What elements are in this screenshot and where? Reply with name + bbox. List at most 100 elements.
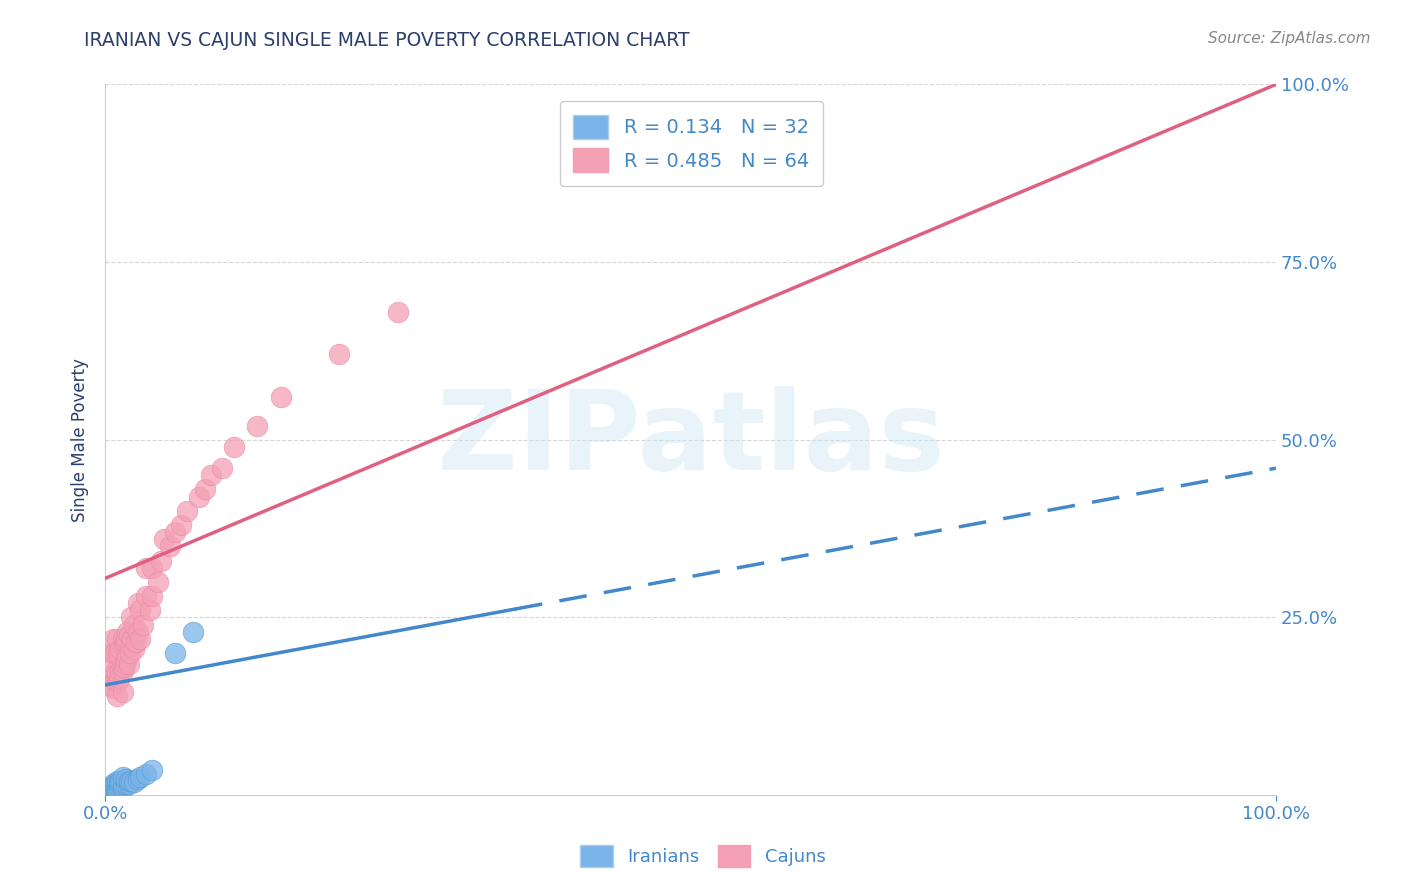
Point	[101, 646, 124, 660]
Point	[165, 646, 187, 660]
Point	[117, 657, 139, 671]
Y-axis label: Single Male Poverty: Single Male Poverty	[72, 358, 89, 522]
Point	[159, 539, 181, 553]
Point	[170, 518, 193, 533]
Point	[105, 689, 128, 703]
Point	[117, 624, 139, 639]
Point	[181, 624, 204, 639]
Point	[108, 649, 131, 664]
Point	[124, 642, 146, 657]
Point	[127, 624, 149, 639]
Point	[112, 660, 135, 674]
Point	[105, 777, 128, 791]
Point	[103, 632, 125, 646]
Point	[121, 632, 143, 646]
Point	[135, 560, 157, 574]
Point	[111, 685, 134, 699]
Point	[100, 784, 122, 798]
Point	[117, 777, 139, 791]
Point	[114, 635, 136, 649]
Point	[110, 664, 132, 678]
Point	[194, 483, 217, 497]
Point	[103, 777, 125, 791]
Point	[104, 664, 127, 678]
Point	[111, 780, 134, 795]
Point	[141, 763, 163, 777]
Point	[115, 777, 138, 791]
Point	[200, 468, 222, 483]
Point	[127, 596, 149, 610]
Legend: Iranians, Cajuns: Iranians, Cajuns	[574, 838, 832, 874]
Point	[100, 678, 122, 692]
Point	[246, 418, 269, 433]
Point	[222, 440, 245, 454]
Point	[141, 560, 163, 574]
Point	[105, 780, 128, 795]
Point	[103, 674, 125, 689]
Point	[131, 617, 153, 632]
Point	[108, 775, 131, 789]
Point	[124, 635, 146, 649]
Point	[110, 773, 132, 788]
Point	[103, 780, 125, 795]
Point	[211, 461, 233, 475]
Point	[141, 589, 163, 603]
Point	[124, 617, 146, 632]
Point	[120, 639, 142, 653]
Text: IRANIAN VS CAJUN SINGLE MALE POVERTY CORRELATION CHART: IRANIAN VS CAJUN SINGLE MALE POVERTY COR…	[84, 31, 690, 50]
Point	[103, 646, 125, 660]
Point	[152, 533, 174, 547]
Point	[328, 347, 350, 361]
Point	[118, 646, 141, 660]
Point	[176, 504, 198, 518]
Text: Source: ZipAtlas.com: Source: ZipAtlas.com	[1208, 31, 1371, 46]
Point	[115, 653, 138, 667]
Point	[165, 525, 187, 540]
Point	[117, 628, 139, 642]
Point	[110, 660, 132, 674]
Point	[124, 775, 146, 789]
Point	[187, 490, 209, 504]
Point	[129, 603, 152, 617]
Point	[114, 657, 136, 671]
Point	[112, 639, 135, 653]
Point	[129, 632, 152, 646]
Point	[103, 681, 125, 696]
Point	[108, 780, 131, 794]
Point	[270, 390, 292, 404]
Point	[117, 649, 139, 664]
Point	[111, 632, 134, 646]
Legend: R = 0.134   N = 32, R = 0.485   N = 64: R = 0.134 N = 32, R = 0.485 N = 64	[560, 102, 823, 186]
Point	[105, 632, 128, 646]
Point	[100, 780, 122, 795]
Point	[111, 770, 134, 784]
Point	[103, 777, 125, 791]
Text: ZIPatlas: ZIPatlas	[437, 386, 945, 493]
Point	[100, 782, 122, 797]
Point	[129, 770, 152, 784]
Point	[135, 766, 157, 780]
Point	[150, 553, 173, 567]
Point	[103, 780, 125, 795]
Point	[117, 773, 139, 788]
Point	[105, 773, 128, 788]
Point	[111, 664, 134, 678]
Point	[120, 773, 142, 788]
Point	[111, 777, 134, 791]
Point	[135, 589, 157, 603]
Point	[146, 574, 169, 589]
Point	[107, 646, 129, 660]
Point	[108, 671, 131, 685]
Point	[100, 660, 122, 674]
Point	[387, 305, 409, 319]
Point	[115, 632, 138, 646]
Point	[107, 674, 129, 689]
Point	[110, 642, 132, 657]
Point	[100, 780, 122, 794]
Point	[105, 667, 128, 681]
Point	[120, 610, 142, 624]
Point	[105, 784, 128, 798]
Point	[127, 772, 149, 787]
Point	[138, 603, 160, 617]
Point	[115, 772, 138, 787]
